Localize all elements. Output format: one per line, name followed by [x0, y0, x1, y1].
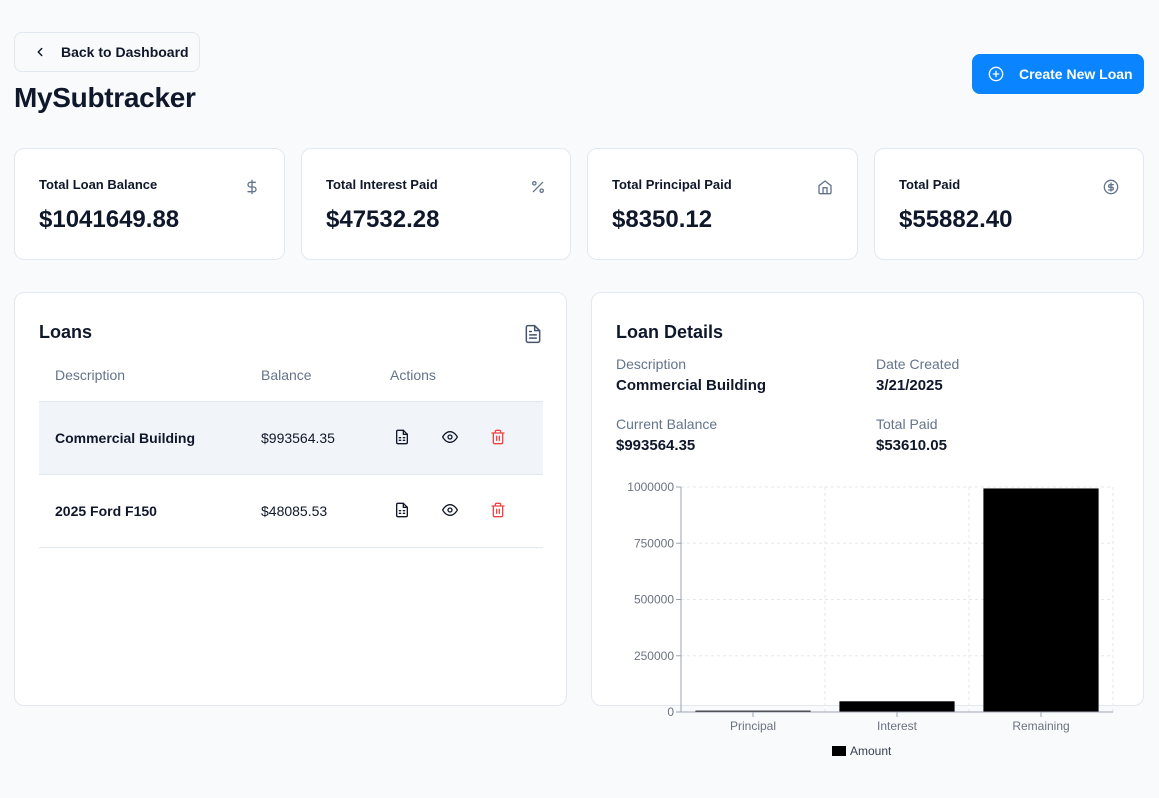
detail-balance-label: Current Balance [616, 416, 718, 432]
home-icon [818, 180, 832, 195]
bar-interest [839, 701, 955, 712]
stat-value: $1041649.88 [39, 206, 180, 233]
y-tick-label: 750000 [634, 536, 674, 550]
column-actions: Actions [374, 349, 543, 402]
stat-label: Total Principal Paid [612, 177, 732, 192]
file-spreadsheet-icon [396, 429, 408, 444]
plus-circle-icon [988, 66, 1004, 82]
stat-card-total-paid: Total Paid $55882.40 [874, 148, 1144, 260]
y-tick-label: 1000000 [627, 480, 674, 494]
legend-label: Amount [850, 744, 892, 758]
stat-card-total-loan-balance: Total Loan Balance $1041649.88 [14, 148, 285, 260]
stat-label: Total Paid [899, 177, 961, 192]
column-balance: Balance [245, 349, 374, 402]
legend-swatch [832, 746, 846, 756]
loan-actions [374, 474, 543, 548]
stat-card-total-principal-paid: Total Principal Paid $8350.12 [587, 148, 858, 260]
x-tick-label: Remaining [1012, 719, 1069, 733]
detail-date-label: Date Created [876, 356, 960, 372]
dollar-circle-icon [1103, 179, 1119, 195]
stat-value: $55882.40 [899, 206, 1013, 233]
table-header-row: Description Balance Actions [39, 349, 543, 402]
delete-loan-button[interactable] [490, 502, 508, 520]
chevron-left-icon [37, 47, 43, 57]
detail-description-value: Commercial Building [616, 377, 767, 394]
loans-title: Loans [39, 322, 93, 342]
table-row[interactable]: 2025 Ford F150 $48085.53 [39, 474, 543, 548]
back-to-dashboard-label: Back to Dashboard [61, 44, 189, 60]
stat-value: $8350.12 [612, 206, 713, 233]
column-description: Description [39, 349, 245, 402]
create-new-loan-button[interactable]: Create New Loan [972, 54, 1144, 94]
loan-details-title: Loan Details [616, 322, 724, 342]
eye-icon [442, 503, 458, 516]
dollar-icon [247, 179, 257, 195]
view-schedule-button[interactable] [394, 429, 412, 447]
trash-icon [491, 502, 505, 517]
file-spreadsheet-icon [396, 502, 408, 517]
create-new-loan-label: Create New Loan [1019, 66, 1133, 82]
x-tick-label: Interest [877, 719, 918, 733]
detail-paid-value: $53610.05 [876, 437, 947, 454]
loan-actions [374, 401, 543, 475]
page-title: MySubtracker [14, 82, 196, 113]
y-tick-label: 250000 [634, 649, 674, 663]
stat-card-total-interest-paid: Total Interest Paid $47532.28 [301, 148, 571, 260]
document-icon[interactable] [523, 324, 543, 344]
detail-balance-value: $993564.35 [616, 437, 696, 454]
loan-balance: $48085.53 [245, 474, 374, 548]
bar-remaining [983, 488, 1099, 712]
loan-description: 2025 Ford F150 [39, 474, 245, 548]
detail-date-value: 3/21/2025 [876, 377, 943, 394]
view-loan-button[interactable] [442, 429, 460, 447]
eye-icon [442, 430, 458, 443]
view-schedule-button[interactable] [394, 502, 412, 520]
stat-label: Total Loan Balance [39, 177, 158, 192]
delete-loan-button[interactable] [490, 429, 508, 447]
table-row[interactable]: Commercial Building $993564.35 [39, 401, 543, 475]
percent-icon [532, 181, 544, 193]
loan-breakdown-chart: 0 250000 500000 750000 1000000 Principal Inter… [627, 480, 1114, 758]
trash-icon [491, 429, 505, 444]
loans-panel: Loans Description Balance Actions Commer… [14, 292, 567, 706]
y-tick-label: 500000 [634, 593, 674, 607]
loan-balance: $993564.35 [245, 401, 374, 475]
loan-description: Commercial Building [39, 401, 245, 475]
detail-description-label: Description [616, 356, 687, 372]
bar-principal [695, 710, 811, 712]
view-loan-button[interactable] [442, 502, 460, 520]
back-to-dashboard-button[interactable]: Back to Dashboard [14, 32, 200, 72]
stat-value: $47532.28 [326, 206, 440, 233]
x-tick-label: Principal [730, 719, 776, 733]
detail-paid-label: Total Paid [876, 416, 938, 432]
y-tick-label: 0 [667, 705, 674, 719]
loans-table: Description Balance Actions Commercial B… [39, 349, 543, 548]
stat-label: Total Interest Paid [326, 177, 438, 192]
